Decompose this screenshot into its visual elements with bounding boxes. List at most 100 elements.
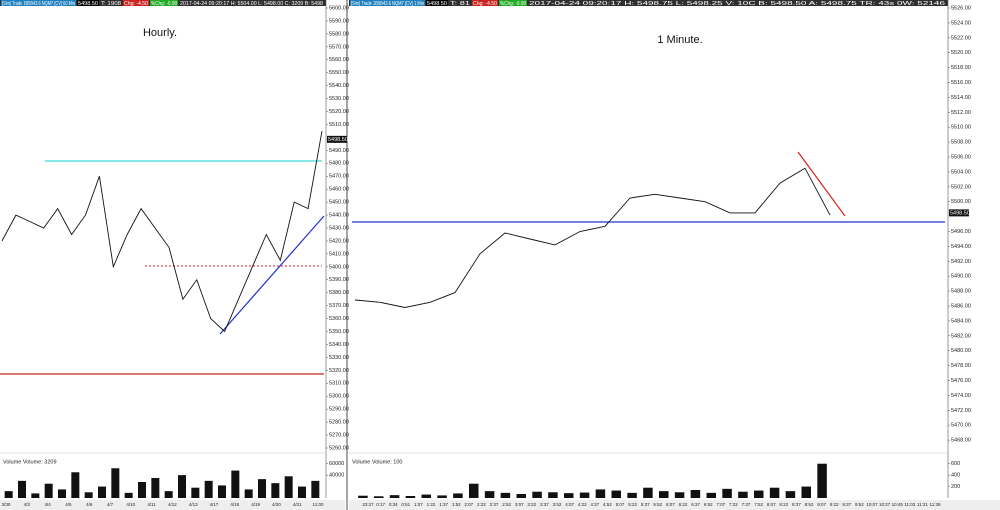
time-label: 11:00: [313, 502, 324, 507]
time-label: 3:07: [515, 502, 524, 507]
price-tick-label: 5470.00: [951, 423, 971, 429]
time-label: 4:22: [578, 502, 587, 507]
price-tick-label: 5526.00: [951, 5, 971, 11]
volume-bar: [690, 490, 701, 498]
price-tick-label: 5290.00: [329, 407, 349, 413]
price-tick-label: 5472.00: [951, 408, 971, 414]
time-label: 4/17: [210, 502, 219, 507]
volume-bar: [500, 492, 511, 498]
volume-bar: [58, 489, 66, 498]
volume-bar: [801, 486, 811, 498]
volume-bar: [706, 492, 716, 498]
volume-bar: [311, 480, 320, 498]
volume-bar: [579, 492, 590, 498]
time-label: 10:45: [892, 502, 904, 507]
volume-bar: [358, 495, 368, 498]
time-label: 5:52: [653, 502, 662, 507]
volume-bar: [298, 486, 306, 498]
price-tick-label: 5410.00: [329, 251, 349, 257]
volume-bar: [258, 479, 266, 498]
price-tick-label: 5280.00: [329, 420, 349, 426]
time-label: 7:07: [716, 502, 725, 507]
price-tick-label: 5390.00: [329, 277, 349, 283]
price-tick-label: 5330.00: [329, 355, 349, 361]
volume-bar: [31, 493, 40, 498]
time-label: 0:51: [401, 502, 410, 507]
header-field-bg: [1, 0, 76, 6]
time-label: 4/6: [86, 502, 93, 507]
time-label: 5:07: [616, 502, 625, 507]
last-price-tag: [327, 135, 347, 143]
price-tick-label: 5340.00: [329, 342, 349, 348]
time-label: 4/7: [107, 502, 114, 507]
time-label: 23:27: [362, 502, 374, 507]
price-tick-label: 5520.00: [951, 50, 971, 56]
time-label: 10:07: [866, 502, 878, 507]
time-label: 6:37: [691, 502, 700, 507]
header-info: 2017-04-24 09:20:17 H: 5498.75 L: 5498.2…: [529, 1, 945, 7]
price-tick-label: 5580.00: [329, 31, 349, 37]
time-label: 4/20: [272, 502, 281, 507]
volume-bar: [84, 492, 93, 498]
volume-tick-label: 200: [951, 484, 960, 490]
price-tick-label: 5504.00: [951, 169, 971, 175]
volume-bar: [271, 483, 280, 498]
price-tick-label: 5476.00: [951, 378, 971, 384]
price-tick-label: 5492.00: [951, 259, 971, 265]
price-tick-label: 5450.00: [329, 200, 349, 206]
time-label: 4/19: [251, 502, 260, 507]
price-tick-label: 5600.00: [329, 5, 349, 11]
volume-bar: [204, 480, 213, 498]
last-price-label: 5498.50: [950, 210, 970, 216]
time-label: 8:37: [792, 502, 801, 507]
price-tick-label: 5320.00: [329, 368, 349, 374]
time-label: 7:22: [729, 502, 738, 507]
price-line: [1, 130, 323, 333]
volume-tick-label: 400: [951, 473, 960, 479]
price-tick-label: 5520.00: [329, 109, 349, 115]
price-line: [354, 167, 831, 308]
time-label: 0:34: [389, 502, 398, 507]
time-label: 8:07: [767, 502, 776, 507]
volume-bar: [595, 489, 606, 498]
time-label: 4/3: [24, 502, 31, 507]
time-label: 10:27: [879, 502, 891, 507]
header-field-bg: [77, 0, 99, 6]
time-label: 8:22: [779, 502, 788, 507]
time-label: 4/21: [293, 502, 302, 507]
volume-bar: [627, 492, 637, 498]
price-tick-label: 5360.00: [329, 316, 349, 322]
volume-bar: [453, 493, 463, 498]
volume-bar: [138, 482, 146, 498]
price-tick-label: 5496.00: [951, 229, 971, 235]
header-pct: %Chg: -0.08: [500, 1, 526, 7]
time-label: 4:07: [565, 502, 574, 507]
volume-bar: [437, 495, 447, 498]
header-field-bg: [179, 0, 324, 6]
time-label: 5:22: [628, 502, 637, 507]
time-label: 0:17: [376, 502, 385, 507]
volume-bar: [218, 485, 226, 498]
price-tick-label: 5500.00: [951, 199, 971, 205]
volume-bar: [659, 491, 669, 498]
price-tick-label: 5510.00: [329, 122, 349, 128]
price-tick-label: 5474.00: [951, 393, 971, 399]
time-label: 4/13: [189, 502, 198, 507]
volume-bar: [817, 463, 827, 498]
price-tick-label: 5270.00: [329, 433, 349, 439]
time-label: 3:22: [527, 502, 536, 507]
price-tick-label: 5514.00: [951, 95, 971, 101]
volume-bar: [389, 495, 400, 498]
time-label: 8:52: [805, 502, 814, 507]
volume-label: Volume Volume: 3209: [3, 459, 57, 465]
price-tick-label: 5494.00: [951, 244, 971, 250]
time-label: 4/12: [168, 502, 177, 507]
price-tick-label: 5350.00: [329, 329, 349, 335]
volume-bar: [722, 488, 732, 498]
price-tick-label: 5380.00: [329, 290, 349, 296]
volume-tick-label: 600: [951, 461, 960, 467]
volume-label: Volume Volume: 100: [352, 459, 402, 465]
time-label: 2:22: [477, 502, 486, 507]
